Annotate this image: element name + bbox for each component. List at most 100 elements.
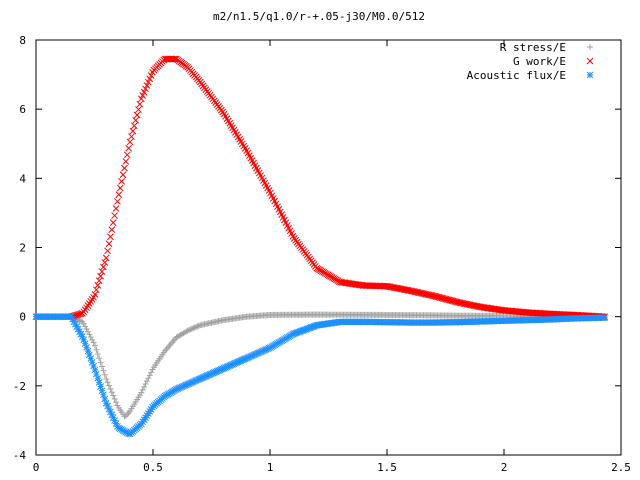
data-point [170,55,177,63]
legend-marker [586,71,594,79]
data-point [188,325,195,332]
data-point [146,75,154,83]
y-tick-label: -4 [13,449,27,462]
data-point [140,88,148,96]
data-point [139,386,146,393]
data-point [91,291,99,298]
data-point [91,342,98,349]
data-point [108,226,116,234]
data-point [105,240,113,248]
data-point [122,158,130,165]
legend: R stress/E G work/E Acoustic flux/E [467,41,594,82]
data-point [100,391,107,399]
x-axis-ticks: 0 0.5 1 1.5 2 2.5 [33,40,631,474]
x-tick-label: 1 [267,461,274,474]
data-point [119,171,127,179]
data-point [98,387,106,395]
data-point [90,339,97,346]
y-axis-ticks: -4 -2 0 2 4 6 8 [13,34,621,462]
series-0 [33,311,608,420]
data-point [133,111,141,119]
data-point [190,325,197,332]
data-point [121,164,128,172]
series-1 [32,55,608,321]
data-point [104,247,111,255]
data-point [101,259,109,266]
data-point [109,219,117,226]
y-tick-label: 2 [19,242,26,255]
data-point [93,346,100,353]
y-tick-label: -2 [13,380,26,393]
data-point [107,233,114,241]
data-point [184,327,191,334]
data-point [112,205,120,212]
data-point [104,379,111,386]
data-point [601,314,608,322]
y-tick-label: 0 [19,311,26,324]
data-point [97,359,104,366]
data-point [146,372,153,379]
data-point [141,383,148,390]
data-point [110,392,117,399]
x-tick-label: 0.5 [143,461,163,474]
data-point [87,334,94,341]
y-tick-label: 8 [19,34,26,47]
data-point [97,383,104,390]
legend-label-r-stress: R stress/E [500,41,566,54]
data-point [91,366,99,374]
data-point [100,367,107,374]
legend-label-acoustic-flux: Acoustic flux/E [467,69,566,82]
data-point [194,323,201,330]
data-point [77,318,84,325]
legend-marker [587,44,593,50]
data-point [80,320,87,327]
x-tick-label: 2.5 [611,461,631,474]
data-point [125,144,133,152]
data-point [186,327,193,334]
data-point [136,100,144,108]
data-point [148,369,155,376]
data-point [114,198,121,205]
data-point [94,281,102,289]
data-point [138,389,145,396]
data-point [142,85,149,93]
data-point [97,272,104,280]
data-point [98,268,106,275]
data-point [93,370,100,378]
x-tick-label: 2 [501,461,508,474]
x-tick-label: 0 [33,461,40,474]
data-point [82,323,89,330]
data-point [143,82,151,89]
data-point [143,378,150,385]
data-point [100,263,107,271]
data-point [113,399,120,406]
y-tick-label: 4 [19,172,26,185]
data-point [106,382,113,389]
data-point [191,324,198,331]
data-point [88,358,96,366]
data-point [107,385,114,392]
data-point [135,106,142,113]
legend-marker [586,57,594,65]
data-point [115,191,123,199]
data-point [129,127,137,135]
data-point [123,151,131,159]
data-point [98,363,105,370]
data-point [187,326,194,333]
data-point [83,326,90,333]
data-point [103,375,110,382]
x-tick-label: 1.5 [377,461,397,474]
data-point [96,355,103,362]
data-point [111,212,118,219]
data-point [76,317,83,324]
data-point [145,375,152,382]
data-point [116,184,124,192]
data-point [94,374,102,382]
data-point [111,395,118,402]
data-point [142,381,149,388]
data-point [139,92,147,99]
chart-title: m2/n1.5/q1.0/r-+.05-j30/M0.0/512 [213,10,425,23]
data-point [195,322,202,329]
data-point [126,138,134,146]
